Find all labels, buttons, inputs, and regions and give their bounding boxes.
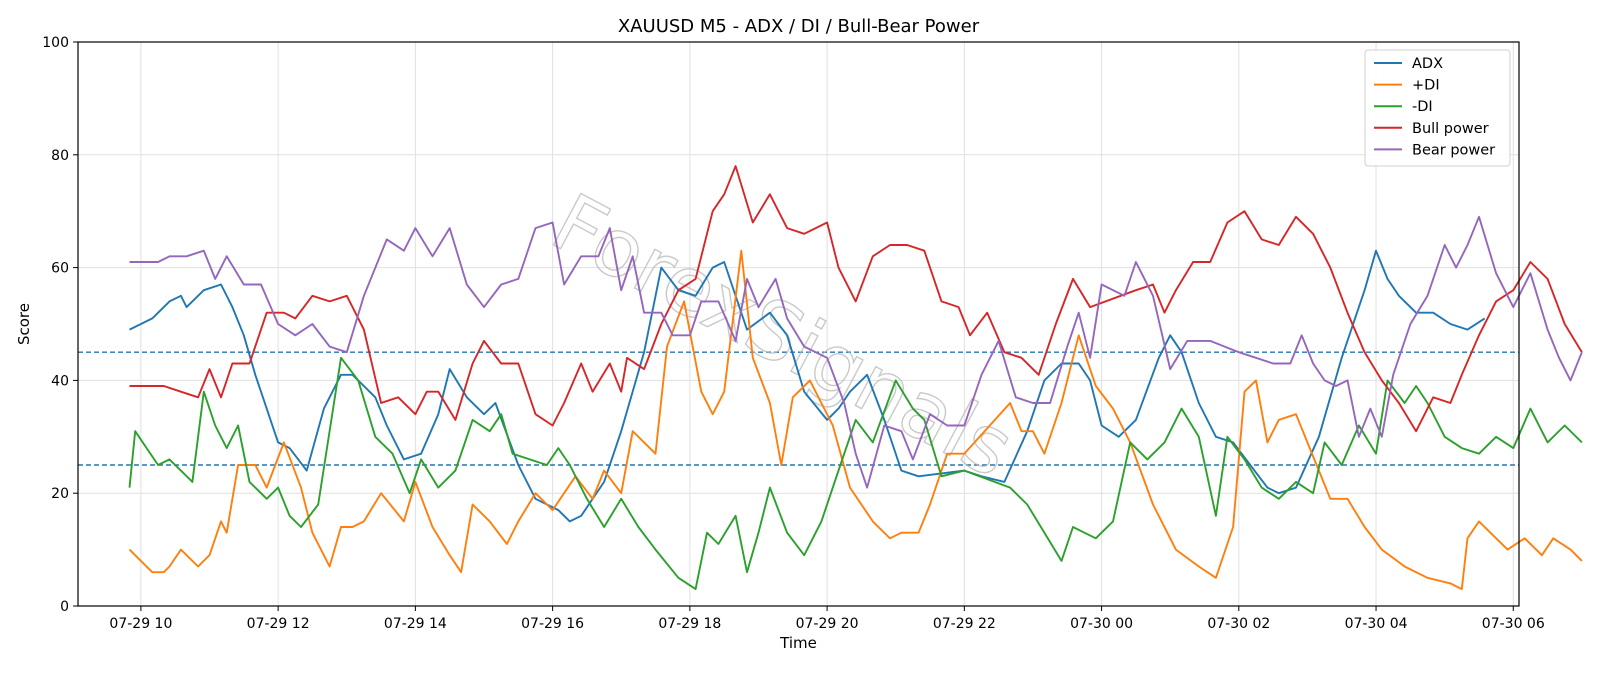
- legend-label-minus-di: -DI: [1412, 99, 1433, 115]
- x-tick-label: 07-29 12: [247, 616, 310, 632]
- series-lines: [128, 165, 1583, 591]
- x-tick-label: 07-30 00: [1070, 616, 1133, 632]
- plot-frame: [77, 41, 1520, 607]
- chart-title: XAUUSD M5 - ADX / DI / Bull-Bear Power: [618, 16, 980, 37]
- x-tick-label: 07-29 10: [109, 616, 172, 632]
- y-tick-label: 80: [51, 148, 69, 164]
- legend-label-plus-di: +DI: [1412, 78, 1440, 94]
- x-tick-label: 07-30 02: [1207, 616, 1270, 632]
- legend-label-bull-power: Bull power: [1412, 121, 1489, 137]
- legend: ADX +DI -DI Bull power Bear power: [1364, 49, 1511, 167]
- series-line-adx: [129, 249, 1486, 523]
- x-tick-label: 07-30 06: [1482, 616, 1545, 632]
- x-axis-label: Time: [779, 634, 817, 652]
- grid: [78, 41, 1519, 607]
- x-tick-label: 07-29 14: [384, 616, 447, 632]
- y-tick-label: 40: [51, 373, 69, 389]
- series-line-bear-power: [129, 215, 1583, 489]
- legend-label-adx: ADX: [1412, 56, 1443, 72]
- y-tick-label: 100: [42, 35, 69, 51]
- y-tick-label: 20: [51, 486, 69, 502]
- axis-ticks: 07-29 10 07-29 12 07-29 14 07-29 16 07-29 18…: [42, 35, 1545, 632]
- x-tick-label: 07-29 18: [658, 616, 721, 632]
- series-line-plus-di: [128, 249, 1583, 591]
- series-line-minus-di: [128, 356, 1583, 591]
- x-tick-label: 07-29 20: [796, 616, 859, 632]
- series-line-bull-power: [129, 165, 1583, 433]
- y-tick-label: 60: [51, 261, 69, 277]
- legend-label-bear-power: Bear power: [1412, 142, 1495, 158]
- legend-box: [1364, 49, 1511, 167]
- y-tick-label: 0: [60, 599, 69, 615]
- reference-lines: [78, 351, 1519, 466]
- x-tick-label: 07-30 04: [1345, 616, 1408, 632]
- x-tick-label: 07-29 22: [933, 616, 996, 632]
- y-axis-label: Score: [15, 303, 33, 345]
- x-tick-label: 07-29 16: [521, 616, 584, 632]
